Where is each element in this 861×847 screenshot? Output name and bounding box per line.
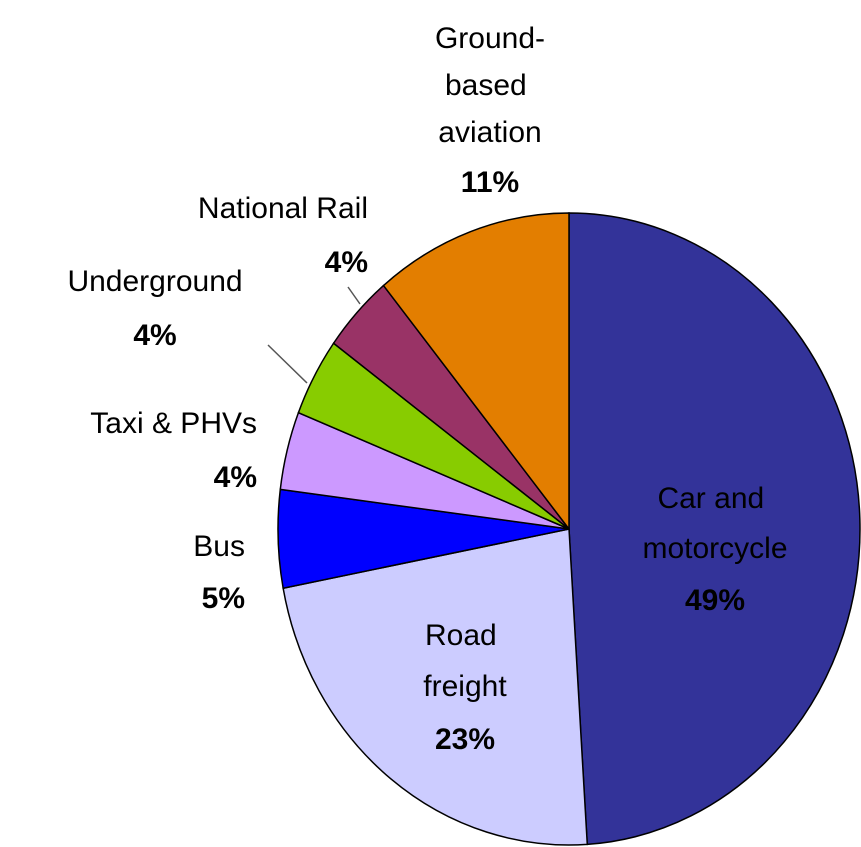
label-line: based: [445, 69, 535, 102]
label-line: Bus: [193, 530, 245, 563]
label-line: Underground: [67, 265, 242, 298]
value-label: 4%: [325, 246, 368, 279]
leader-line: [267, 344, 308, 384]
pie-slice: [568, 212, 861, 846]
value-label: 49%: [685, 584, 745, 617]
slice-label: Car and motorcycle: [642, 482, 787, 565]
label-line: Car and: [657, 482, 772, 515]
pie-slice: [382, 212, 570, 532]
value-label: 4%: [133, 319, 176, 352]
slice-label: Ground-based aviation: [435, 22, 545, 149]
slice-label: Bus: [193, 530, 245, 563]
value-label: 5%: [202, 582, 245, 615]
label-line: Road: [425, 619, 505, 652]
leader-line: [347, 286, 361, 305]
label-line: freight: [423, 670, 507, 703]
label-line: aviation: [438, 116, 541, 149]
value-label: 23%: [435, 723, 495, 756]
label-line: National Rail: [198, 192, 368, 225]
label-line: Taxi & PHVs: [90, 407, 257, 440]
slice-label: Underground: [67, 265, 242, 298]
label-line: Ground-: [435, 22, 545, 55]
label-line: motorcycle: [642, 532, 787, 565]
value-label: 11%: [461, 166, 519, 199]
slice-label: Taxi & PHVs: [90, 407, 257, 440]
value-label: 4%: [214, 461, 257, 494]
slice-label: National Rail: [198, 192, 368, 225]
pie-slice: [282, 528, 589, 846]
slice-label: Road freight: [423, 619, 507, 703]
